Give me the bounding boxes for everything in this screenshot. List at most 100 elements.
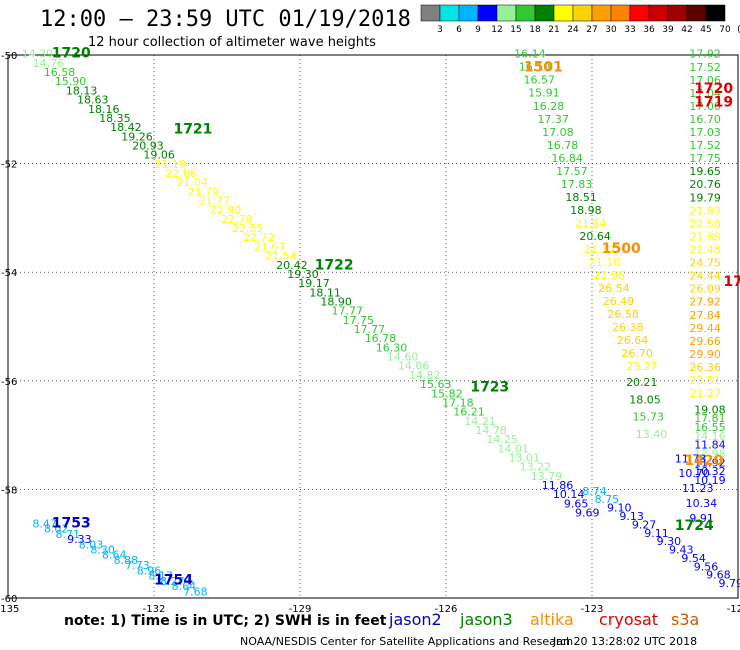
longitude-tick-label: -132 [143,604,166,615]
wave-height-value: 14.82 [409,369,441,382]
wave-height-value: 16.78 [547,139,579,152]
wave-height-value: 19.26 [121,130,153,143]
pass-number-label: 1500 [602,241,641,257]
wave-height-value: 17.00 [689,100,721,113]
legend-entry-altika: altika [530,610,574,629]
wave-height-value: 13.79 [531,470,563,483]
wave-height-value: 17.04 [689,87,721,100]
wave-height-value: 15.90 [55,75,87,88]
wave-height-value: 18.05 [629,393,661,406]
wave-height-value: 18.35 [99,112,131,125]
wave-height-value: 26.58 [607,308,639,321]
wave-height-value: 14.78 [475,424,507,437]
wave-height-value: 22.90 [210,204,242,217]
wave-height-value: 8.96 [137,564,162,577]
latitude-tick-label: -52 [1,160,17,171]
color-scale-label: 15 [510,25,521,35]
wave-height-value: 9.11 [644,527,669,540]
map-gridlines [8,55,738,598]
wave-height-value: 20.64 [579,230,611,243]
wave-height-value: 29.66 [689,335,721,348]
wave-height-value: 8.71 [56,528,81,541]
wave-height-value: 17.52 [689,139,721,152]
wave-height-value: 23.27 [626,360,658,373]
wave-height-value: 16.21 [453,406,485,419]
wave-height-value: 26.38 [612,321,644,334]
wave-height-value: 8.17 [148,570,173,583]
color-swatch [705,4,726,22]
wave-height-value: 8.03 [79,538,104,551]
color-scale-label: 9 [475,25,481,35]
wave-height-value: 26.54 [598,282,630,295]
color-swatch [553,4,574,22]
wave-height-value: 11.73 [675,452,707,465]
color-swatch [458,4,479,22]
color-swatch [648,4,669,22]
wave-height-value: 24.75 [689,257,721,270]
wave-height-value: 19.79 [689,191,721,204]
pass-number-label: 1420 [684,453,723,469]
color-scale-label: 18 [529,25,541,35]
wave-height-value: 17.37 [537,113,569,126]
wave-height-value: 8.64 [172,580,197,593]
wave-height-value: 19.06 [143,149,175,162]
wave-height-value: 20.21 [626,376,658,389]
wave-height-value: 11.23 [682,482,714,495]
latitude-tick-label: -58 [1,485,17,496]
axis-ticks: -135 -132 -129 -126 -123 -120 -50 -52 -54 -56 -58 -… [0,51,740,615]
color-scale-label: 6 [456,25,462,35]
wave-height-value: 18.13 [66,84,98,97]
wave-height-value: 16.70 [689,113,721,126]
pass-number-label: 1724 [675,518,714,534]
latitude-tick-label: -56 [1,377,17,388]
wave-height-value: 20.76 [689,178,721,191]
wave-height-value: 20.42 [276,259,308,272]
pass-number-label: 1719 [694,95,733,111]
wave-height-value: 18.16 [88,103,120,116]
wave-height-value: 18.51 [565,191,597,204]
legend-entry-cryosat: cryosat [599,610,658,629]
color-scale-label: 70 [719,25,731,35]
wave-height-value: 9.79 [719,577,740,590]
wave-height-value: 13.01 [509,451,541,464]
color-scale-label: 24 [567,25,579,35]
note-text: note: 1) Time is in UTC; 2) SWH is in fe… [64,613,387,629]
wave-height-value: 21.31 [584,243,616,256]
wave-height-value: 8.30 [90,544,115,557]
wave-height-value: 9.33 [67,533,92,546]
wave-height-value: 21.10 [589,256,621,269]
wave-height-value: 22.78 [221,213,253,226]
wave-height-value: 17.03 [689,126,721,139]
longitude-tick-label: -129 [289,604,312,615]
wave-height-value: 16.57 [523,74,555,87]
wave-height-value: 8.64 [102,549,127,562]
wave-height-value: 16.58 [44,66,76,79]
map-plot-area: -135 -132 -129 -126 -123 -120 -50 -52 -54 -56 -58 -… [0,46,740,615]
pass-number-label: 1721 [173,122,212,138]
wave-height-value: 17.06 [689,74,721,87]
wave-height-value: 17.83 [561,178,593,191]
wave-height-value: 9.68 [706,569,731,582]
color-swatch [572,4,593,22]
color-swatch [420,4,441,22]
wave-height-value: 11.84 [694,439,726,452]
pass-number-label: 1720 [52,46,91,62]
wave-height-value: 10.14 [553,488,585,501]
color-swatch [534,4,555,22]
wave-height-value: 21.04 [177,176,209,189]
wave-height-value: 21.84 [575,217,607,230]
wave-height-value: 19.65 [689,165,721,178]
color-swatch [477,4,498,22]
wave-height-value: 17.57 [556,165,588,178]
wave-height-value: 17.92 [689,48,721,61]
wave-height-value: 16.55 [694,421,726,434]
wave-height-value: 10.70 [678,467,710,480]
wave-height-value: 26.70 [621,347,653,360]
page-title: 12:00 – 23:59 UTC 01/19/2018 [40,7,411,32]
legend-entry-jason3: jason3 [459,610,513,629]
longitude-tick-label: -123 [581,604,604,615]
wave-height-value: 19.08 [694,403,726,416]
wave-height-value: 29.90 [689,348,721,361]
wave-height-value: 20.93 [132,139,164,152]
